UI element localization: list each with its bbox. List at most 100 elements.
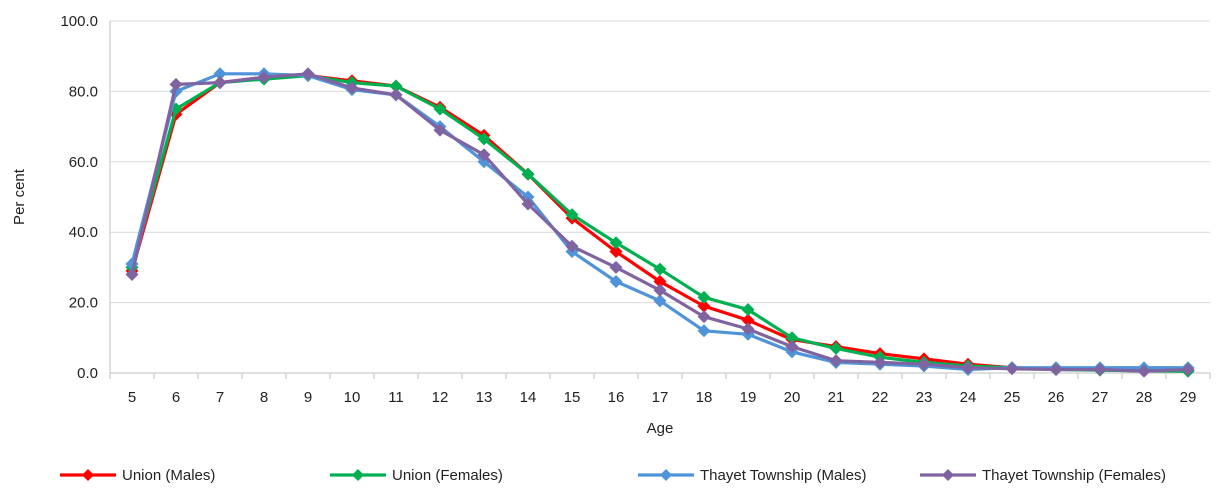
data-point bbox=[697, 290, 711, 304]
data-point bbox=[741, 313, 755, 327]
data-point bbox=[477, 148, 491, 162]
x-tick-label: 20 bbox=[784, 389, 801, 406]
data-point bbox=[785, 331, 799, 345]
series-2 bbox=[125, 69, 1195, 378]
x-tick-label: 17 bbox=[652, 389, 669, 406]
data-point bbox=[653, 262, 667, 276]
x-tick-label: 11 bbox=[388, 389, 404, 406]
y-tick-label: 40.0 bbox=[69, 224, 98, 241]
legend-swatch-marker bbox=[660, 469, 672, 481]
x-tick-label: 9 bbox=[304, 389, 312, 406]
data-point bbox=[609, 236, 623, 250]
data-point bbox=[609, 260, 623, 274]
data-point bbox=[741, 322, 755, 336]
x-tick-label: 10 bbox=[344, 389, 361, 406]
data-point bbox=[257, 70, 271, 84]
y-tick-label: 80.0 bbox=[69, 83, 98, 100]
data-point bbox=[565, 239, 579, 253]
x-tick-label: 25 bbox=[1004, 389, 1021, 406]
data-point bbox=[741, 303, 755, 317]
data-point bbox=[829, 341, 843, 355]
legend-swatch-marker bbox=[82, 469, 94, 481]
data-point bbox=[521, 197, 535, 211]
data-point bbox=[565, 208, 579, 222]
data-point bbox=[1137, 364, 1151, 378]
x-tick-label: 22 bbox=[872, 389, 889, 406]
gridlines bbox=[110, 20, 1210, 304]
x-tick-label: 21 bbox=[828, 389, 845, 406]
legend-item: Thayet Township (Females) bbox=[920, 467, 1166, 484]
data-point bbox=[653, 294, 667, 308]
axes bbox=[109, 21, 1211, 379]
data-point bbox=[917, 357, 931, 371]
data-point bbox=[697, 310, 711, 324]
data-point bbox=[389, 88, 403, 102]
x-tick-label: 19 bbox=[740, 389, 757, 406]
data-point bbox=[389, 79, 403, 93]
series-line bbox=[130, 72, 1188, 372]
data-point bbox=[961, 361, 975, 375]
legend-item: Union (Males) bbox=[60, 467, 215, 484]
data-point bbox=[653, 283, 667, 297]
x-tick-label: 24 bbox=[960, 389, 977, 406]
data-point bbox=[1093, 362, 1107, 376]
y-tick-label: 0.0 bbox=[77, 365, 98, 382]
data-point bbox=[697, 299, 711, 313]
data-point bbox=[433, 123, 447, 137]
series-line bbox=[130, 73, 1189, 373]
series-line bbox=[130, 72, 1189, 373]
series-lines bbox=[125, 67, 1195, 378]
x-tick-label: 13 bbox=[476, 389, 493, 406]
legend-label: Thayet Township (Females) bbox=[982, 467, 1166, 484]
data-point bbox=[609, 274, 623, 288]
data-point bbox=[609, 245, 623, 259]
data-point bbox=[169, 77, 183, 91]
x-tick-label: 5 bbox=[128, 389, 136, 406]
data-point bbox=[697, 324, 711, 338]
x-tick-label: 28 bbox=[1136, 389, 1153, 406]
y-tick-label: 60.0 bbox=[69, 154, 98, 171]
legend-label: Thayet Township (Males) bbox=[700, 467, 866, 484]
series-4 bbox=[125, 67, 1195, 378]
data-point bbox=[1005, 362, 1019, 376]
data-point bbox=[1049, 362, 1063, 376]
x-tick-label: 29 bbox=[1180, 389, 1197, 406]
data-point bbox=[1181, 362, 1195, 376]
legend-swatch-marker bbox=[352, 469, 364, 481]
data-point bbox=[213, 67, 227, 81]
legend-swatch-marker bbox=[942, 469, 954, 481]
tick-labels: 0.0 20.0 40.0 60.0 80.0 100.0 5 6 7 8 9 10 11 12 13 14 1… bbox=[60, 13, 1196, 406]
legend-label: Union (Females) bbox=[392, 467, 503, 484]
data-point bbox=[829, 354, 843, 368]
legend-item: Union (Females) bbox=[330, 467, 503, 484]
x-tick-label: 18 bbox=[696, 389, 713, 406]
x-tick-label: 8 bbox=[260, 389, 268, 406]
x-tick-label: 26 bbox=[1048, 389, 1065, 406]
data-point bbox=[521, 167, 535, 181]
x-tick-label: 23 bbox=[916, 389, 933, 406]
x-tick-label: 16 bbox=[608, 389, 625, 406]
data-point bbox=[785, 340, 799, 354]
y-axis-title: Per cent bbox=[11, 168, 28, 225]
data-point bbox=[477, 132, 491, 146]
data-point bbox=[653, 274, 667, 288]
data-point bbox=[433, 102, 447, 116]
legend-label: Union (Males) bbox=[122, 467, 215, 484]
series-1 bbox=[125, 69, 1195, 377]
y-tick-label: 100.0 bbox=[60, 13, 98, 30]
data-point bbox=[345, 81, 359, 95]
x-tick-label: 12 bbox=[432, 389, 449, 406]
x-tick-label: 15 bbox=[564, 389, 581, 406]
data-point bbox=[213, 76, 227, 90]
y-tick-label: 20.0 bbox=[69, 295, 98, 312]
data-point bbox=[301, 67, 315, 81]
x-axis-title: Age bbox=[647, 420, 674, 437]
series-3 bbox=[125, 67, 1195, 376]
legend-item: Thayet Township (Males) bbox=[638, 467, 866, 484]
data-point bbox=[125, 267, 139, 281]
series-line bbox=[130, 73, 1189, 372]
x-tick-label: 27 bbox=[1092, 389, 1109, 406]
data-point bbox=[873, 355, 887, 369]
